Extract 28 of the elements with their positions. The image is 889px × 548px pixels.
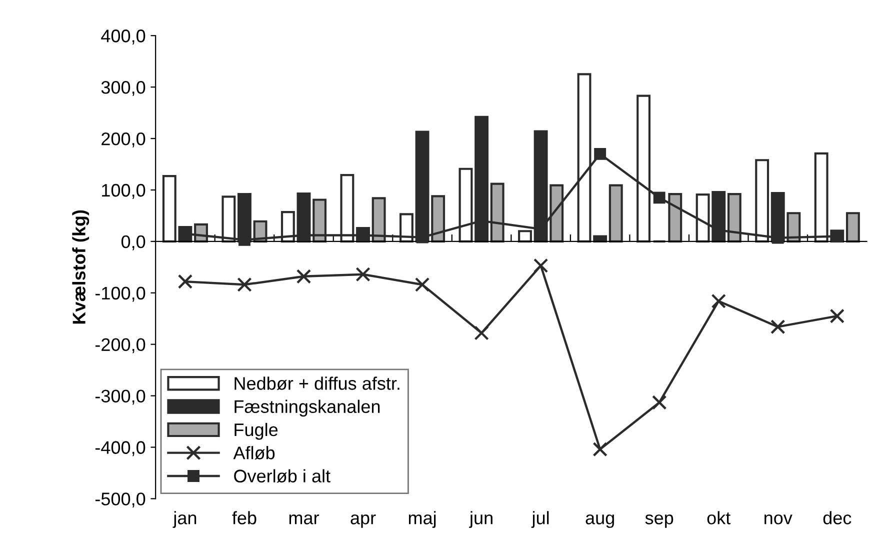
x-tick-label: mar — [289, 514, 319, 524]
x-tick-label: aug — [586, 514, 614, 528]
x-tick-label: jul — [531, 511, 549, 528]
y-tick-label: 300,0 — [101, 81, 146, 96]
x-tick-label: nov — [764, 514, 792, 524]
legend-label: Nedbør + diffus afstr. — [234, 376, 400, 390]
y-tick-label: -500,0 — [95, 492, 146, 508]
x-tick-label: apr — [350, 514, 376, 528]
y-tick-label: -400,0 — [95, 441, 146, 456]
y-tick-label: -300,0 — [95, 390, 146, 405]
legend-label: Overløb i alt — [234, 469, 330, 483]
legend-label: Fugle — [234, 422, 278, 440]
y-tick-label: -100,0 — [95, 286, 146, 302]
x-tick-label: dec — [823, 511, 852, 524]
x-tick-label: maj — [408, 511, 436, 528]
legend-label: Fæstningskanalen — [234, 400, 380, 417]
x-tick-label: okt — [707, 511, 731, 524]
x-tick-label: jun — [469, 511, 492, 528]
y-tick-label: 200,0 — [102, 132, 146, 148]
x-tick-label: feb — [232, 511, 256, 524]
y-axis-title: Kvælstof (kg) — [72, 210, 90, 324]
x-tick-label: sep — [645, 514, 674, 528]
x-tick-label: jan — [172, 511, 196, 528]
y-tick-label: 400,0 — [101, 30, 146, 44]
y-tick-label: -200,0 — [95, 338, 146, 354]
y-tick-label: 0,0 — [121, 235, 146, 250]
y-tick-label: 100,0 — [102, 184, 146, 199]
legend-label: Afløb — [233, 446, 275, 460]
